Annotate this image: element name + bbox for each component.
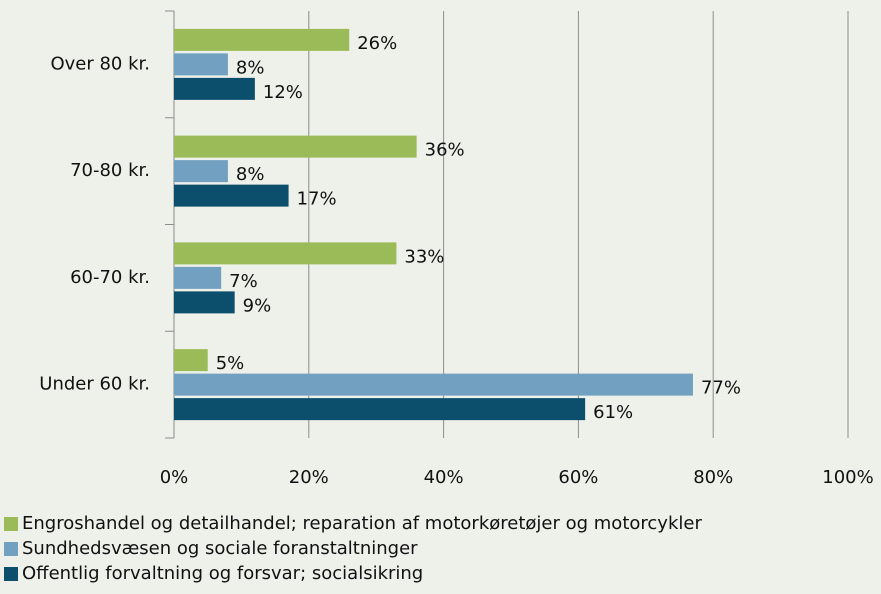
value-label: 33% [404,246,444,267]
bar [174,373,693,396]
x-tick-label: 0% [160,467,189,488]
legend-swatch [4,542,18,556]
bar [174,135,417,158]
value-label: 26% [357,33,397,54]
legend-swatch [4,567,18,581]
value-label: 36% [425,140,465,161]
legend-label: Sundhedsvæsen og sociale foranstaltninge… [22,538,418,559]
bar [174,349,208,372]
y-tick-label: Under 60 kr. [39,374,150,395]
bar [174,242,397,265]
value-label: 17% [297,189,337,210]
value-label: 61% [593,402,633,423]
bar [174,266,222,289]
bar [174,291,235,314]
bar [174,77,255,100]
x-tick-label: 80% [693,467,733,488]
bar [174,28,350,51]
value-label: 8% [236,57,265,78]
x-tick-label: 100% [822,467,873,488]
value-label: 9% [243,295,272,316]
bar [174,398,586,421]
bar [174,184,289,207]
y-tick-label: Over 80 kr. [50,53,150,74]
legend-label: Engroshandel og detailhandel; reparation… [22,513,702,534]
x-tick-label: 60% [558,467,598,488]
x-tick-label: 20% [289,467,329,488]
value-label: 77% [701,378,741,399]
value-label: 7% [229,271,258,292]
bar [174,53,228,76]
value-label: 5% [216,353,245,374]
legend-label: Offentlig forvaltning og forsvar; social… [22,563,423,584]
value-label: 8% [236,164,265,185]
value-label: 12% [263,82,303,103]
legend-swatch [4,517,18,531]
x-tick-label: 40% [424,467,464,488]
y-tick-label: 60-70 kr. [70,267,150,288]
y-tick-label: 70-80 kr. [70,160,150,181]
bar [174,160,228,183]
